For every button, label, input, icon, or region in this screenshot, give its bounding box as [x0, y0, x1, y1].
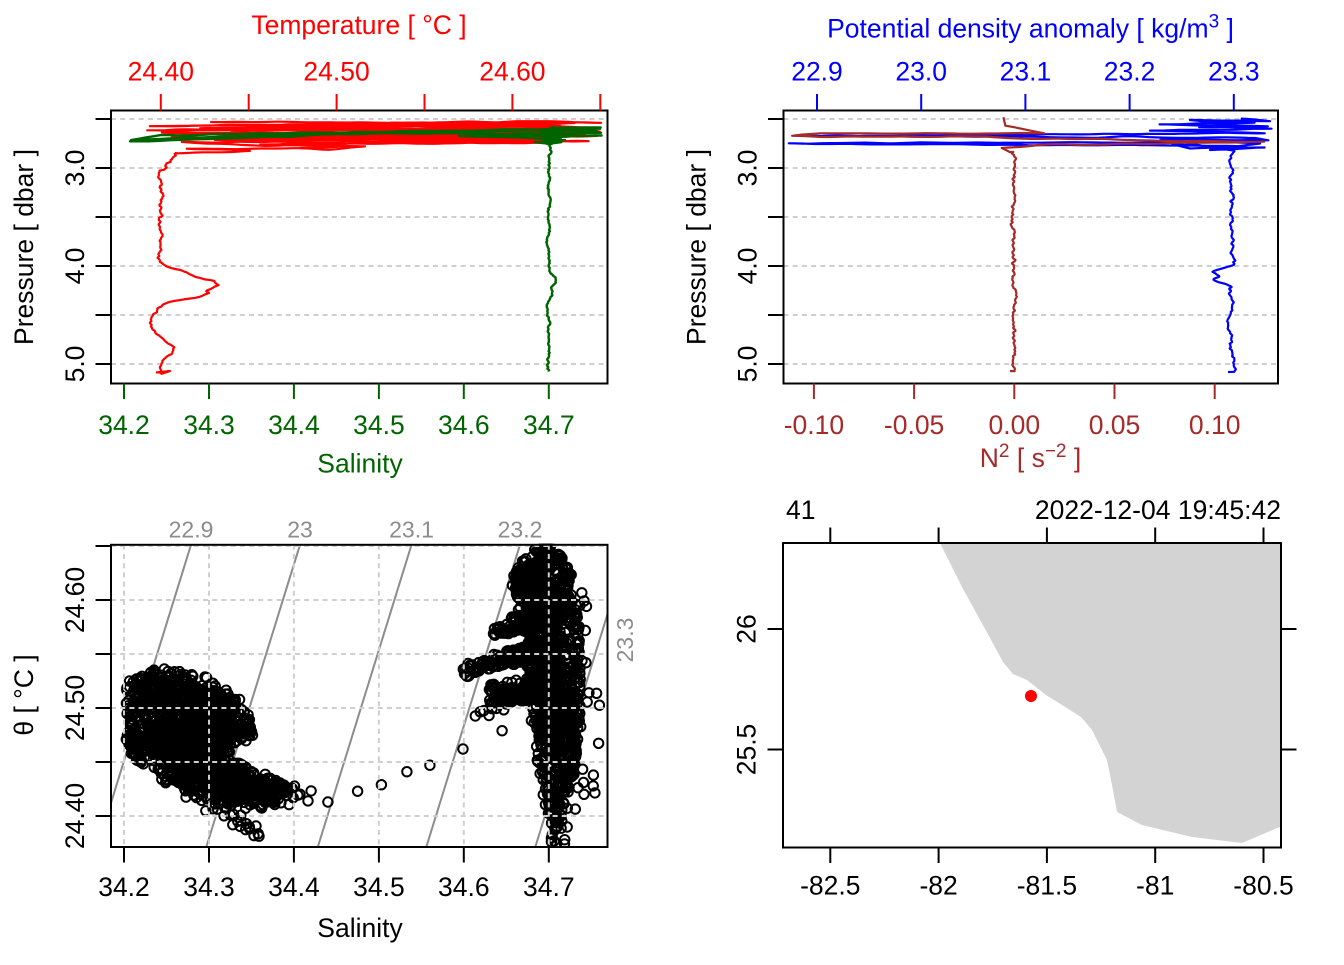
svg-text:-81: -81 — [1136, 871, 1174, 901]
svg-text:34.4: 34.4 — [268, 410, 320, 440]
svg-text:23.1: 23.1 — [1000, 57, 1052, 87]
svg-text:34.3: 34.3 — [183, 872, 235, 902]
svg-text:0.05: 0.05 — [1089, 410, 1141, 440]
svg-text:4.0: 4.0 — [60, 248, 90, 285]
svg-text:θ [ °C ]: θ [ °C ] — [9, 654, 39, 735]
svg-text:22.9: 22.9 — [791, 57, 843, 87]
svg-text:23.3: 23.3 — [612, 618, 638, 663]
svg-text:41: 41 — [786, 495, 815, 525]
svg-text:24.60: 24.60 — [479, 57, 545, 87]
svg-text:34.7: 34.7 — [523, 872, 575, 902]
svg-text:5.0: 5.0 — [733, 346, 763, 383]
svg-text:23.1: 23.1 — [389, 517, 434, 543]
svg-text:24.50: 24.50 — [60, 675, 90, 741]
svg-text:34.6: 34.6 — [438, 410, 490, 440]
svg-text:-82: -82 — [919, 871, 957, 901]
svg-text:Salinity: Salinity — [317, 449, 403, 479]
svg-text:-81.5: -81.5 — [1017, 871, 1077, 901]
svg-text:34.7: 34.7 — [523, 410, 575, 440]
svg-text:-0.10: -0.10 — [784, 410, 844, 440]
svg-text:34.4: 34.4 — [268, 872, 320, 902]
svg-text:Pressure [ dbar ]: Pressure [ dbar ] — [682, 149, 712, 345]
svg-text:34.3: 34.3 — [183, 410, 235, 440]
svg-text:34.5: 34.5 — [353, 872, 405, 902]
svg-text:-82.5: -82.5 — [800, 871, 860, 901]
svg-text:34.6: 34.6 — [438, 872, 490, 902]
svg-text:23.3: 23.3 — [1208, 57, 1260, 87]
svg-text:4.0: 4.0 — [733, 248, 763, 285]
svg-text:22.9: 22.9 — [169, 517, 214, 543]
svg-text:23.0: 23.0 — [895, 57, 947, 87]
svg-text:2022-12-04 19:45:42: 2022-12-04 19:45:42 — [1035, 495, 1281, 525]
svg-text:Salinity: Salinity — [317, 913, 403, 943]
svg-text:Potential density anomaly [ kg: Potential density anomaly [ kg/m3 ] — [827, 12, 1234, 44]
svg-text:3.0: 3.0 — [60, 150, 90, 187]
svg-text:3.0: 3.0 — [733, 150, 763, 187]
svg-text:-0.05: -0.05 — [884, 410, 944, 440]
svg-text:24.60: 24.60 — [60, 567, 90, 633]
svg-text:26: 26 — [732, 614, 762, 643]
svg-text:Temperature [ °C ]: Temperature [ °C ] — [251, 10, 466, 40]
svg-text:34.5: 34.5 — [353, 410, 405, 440]
svg-text:0.10: 0.10 — [1189, 410, 1241, 440]
svg-text:24.40: 24.40 — [60, 783, 90, 849]
svg-text:24.40: 24.40 — [128, 57, 194, 87]
svg-text:34.2: 34.2 — [98, 410, 150, 440]
svg-text:34.2: 34.2 — [98, 872, 150, 902]
svg-text:5.0: 5.0 — [60, 346, 90, 383]
svg-text:Pressure [ dbar ]: Pressure [ dbar ] — [9, 149, 39, 345]
svg-text:-80.5: -80.5 — [1233, 871, 1293, 901]
svg-text:23: 23 — [287, 517, 313, 543]
svg-text:0.00: 0.00 — [989, 410, 1041, 440]
svg-text:N2 [ s−2 ]: N2 [ s−2 ] — [980, 441, 1081, 473]
svg-text:23.2: 23.2 — [1104, 57, 1156, 87]
svg-text:24.50: 24.50 — [303, 57, 369, 87]
svg-text:25.5: 25.5 — [732, 724, 762, 776]
svg-text:23.2: 23.2 — [498, 517, 543, 543]
